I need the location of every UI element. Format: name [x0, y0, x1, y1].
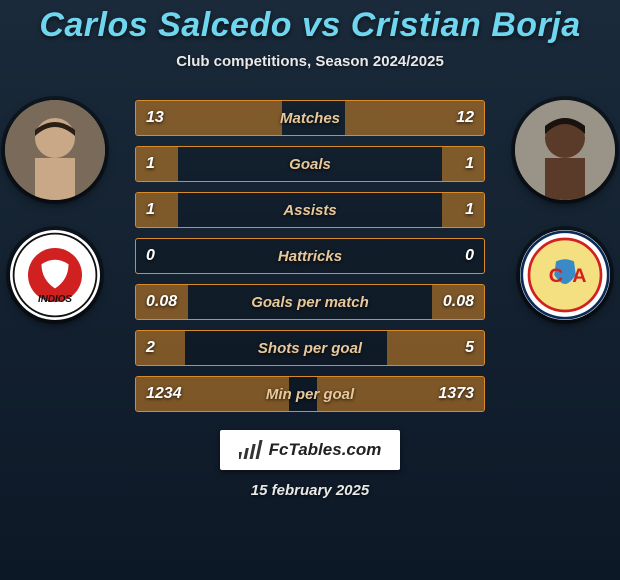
stat-row: 0.08Goals per match0.08 [135, 284, 485, 320]
subtitle: Club competitions, Season 2024/2025 [0, 53, 620, 70]
stat-row: 1Goals1 [135, 146, 485, 182]
stat-label: Matches [136, 101, 484, 135]
page-title: Carlos Salcedo vs Cristian Borja [0, 0, 620, 45]
stat-row: 1234Min per goal1373 [135, 376, 485, 412]
stat-value-right: 0.08 [443, 285, 474, 319]
stat-label: Hattricks [136, 239, 484, 273]
stat-value-right: 1 [465, 147, 474, 181]
stat-value-right: 0 [465, 239, 474, 273]
stat-label: Assists [136, 193, 484, 227]
svg-text:C: C [549, 265, 563, 287]
stat-label: Shots per goal [136, 331, 484, 365]
stat-row: 2Shots per goal5 [135, 330, 485, 366]
stat-value-right: 1 [465, 193, 474, 227]
stat-value-right: 12 [456, 101, 474, 135]
brand-text: FcTables.com [269, 440, 382, 460]
brand-chart-icon [239, 438, 263, 462]
stat-row: 0Hattricks0 [135, 238, 485, 274]
stat-label: Goals [136, 147, 484, 181]
stat-row: 13Matches12 [135, 100, 485, 136]
brand-box: FcTables.com [220, 430, 400, 470]
player2-club-badge: C A [520, 230, 610, 320]
comparison-content: INDIOS C A 13Matches121Goals11 [0, 100, 620, 412]
svg-text:A: A [572, 265, 586, 287]
right-column: C A [510, 100, 620, 320]
stat-rows: 13Matches121Goals11Assists10Hattricks00.… [135, 100, 485, 412]
svg-text:INDIOS: INDIOS [38, 294, 72, 305]
stat-value-right: 1373 [438, 377, 474, 411]
player1-avatar [5, 100, 105, 200]
stat-value-right: 5 [465, 331, 474, 365]
stat-row: 1Assists1 [135, 192, 485, 228]
stat-label: Goals per match [136, 285, 484, 319]
date-text: 15 february 2025 [0, 482, 620, 499]
player1-club-badge: INDIOS [10, 230, 100, 320]
left-column: INDIOS [0, 100, 110, 320]
player2-avatar [515, 100, 615, 200]
stat-label: Min per goal [136, 377, 484, 411]
